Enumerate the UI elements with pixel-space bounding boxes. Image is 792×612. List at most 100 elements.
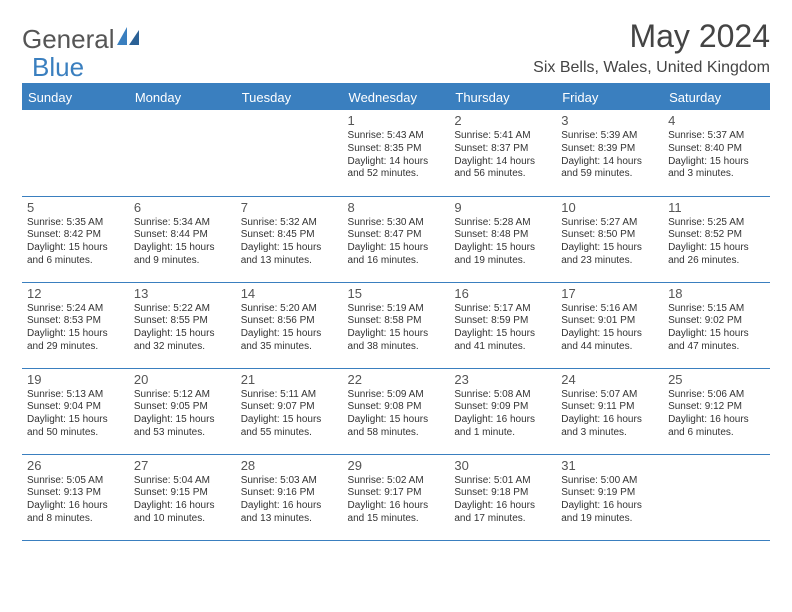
day-number: 14 xyxy=(241,286,338,301)
calendar-day-cell: 30Sunrise: 5:01 AMSunset: 9:18 PMDayligh… xyxy=(449,454,556,540)
sunrise-line: Sunrise: 5:08 AM xyxy=(454,389,551,402)
logo-text-blue: Blue xyxy=(32,52,84,83)
day-number: 8 xyxy=(348,200,445,215)
sunset-line: Sunset: 9:02 PM xyxy=(668,315,765,328)
sunrise-line: Sunrise: 5:17 AM xyxy=(454,303,551,316)
sunrise-line: Sunrise: 5:09 AM xyxy=(348,389,445,402)
calendar-body: 1Sunrise: 5:43 AMSunset: 8:35 PMDaylight… xyxy=(22,110,770,540)
sunset-line: Sunset: 9:12 PM xyxy=(668,401,765,414)
sunrise-line: Sunrise: 5:02 AM xyxy=(348,475,445,488)
sunrise-line: Sunrise: 5:13 AM xyxy=(27,389,124,402)
day-number: 17 xyxy=(561,286,658,301)
daylight-line: Daylight: 15 hours and 53 minutes. xyxy=(134,414,231,440)
weekday-header: Friday xyxy=(556,84,663,110)
calendar-day-cell: 25Sunrise: 5:06 AMSunset: 9:12 PMDayligh… xyxy=(663,368,770,454)
day-number: 20 xyxy=(134,372,231,387)
day-number: 6 xyxy=(134,200,231,215)
sunset-line: Sunset: 9:05 PM xyxy=(134,401,231,414)
day-number: 2 xyxy=(454,113,551,128)
sunrise-line: Sunrise: 5:03 AM xyxy=(241,475,338,488)
daylight-line: Daylight: 16 hours and 3 minutes. xyxy=(561,414,658,440)
calendar-day-cell: 26Sunrise: 5:05 AMSunset: 9:13 PMDayligh… xyxy=(22,454,129,540)
day-number: 12 xyxy=(27,286,124,301)
location-text: Six Bells, Wales, United Kingdom xyxy=(533,59,770,77)
calendar-week-row: 19Sunrise: 5:13 AMSunset: 9:04 PMDayligh… xyxy=(22,368,770,454)
daylight-line: Daylight: 16 hours and 15 minutes. xyxy=(348,500,445,526)
sunset-line: Sunset: 9:19 PM xyxy=(561,487,658,500)
sunrise-line: Sunrise: 5:34 AM xyxy=(134,217,231,230)
sunrise-line: Sunrise: 5:24 AM xyxy=(27,303,124,316)
sunrise-line: Sunrise: 5:41 AM xyxy=(454,130,551,143)
sunset-line: Sunset: 9:13 PM xyxy=(27,487,124,500)
daylight-line: Daylight: 16 hours and 19 minutes. xyxy=(561,500,658,526)
sunset-line: Sunset: 9:16 PM xyxy=(241,487,338,500)
day-number: 18 xyxy=(668,286,765,301)
calendar-day-cell: 9Sunrise: 5:28 AMSunset: 8:48 PMDaylight… xyxy=(449,196,556,282)
sunset-line: Sunset: 8:50 PM xyxy=(561,229,658,242)
weekday-header: Thursday xyxy=(449,84,556,110)
day-number: 10 xyxy=(561,200,658,215)
sunrise-line: Sunrise: 5:00 AM xyxy=(561,475,658,488)
calendar-day-cell xyxy=(236,110,343,196)
day-number: 4 xyxy=(668,113,765,128)
calendar-day-cell xyxy=(129,110,236,196)
sunrise-line: Sunrise: 5:16 AM xyxy=(561,303,658,316)
sunset-line: Sunset: 8:44 PM xyxy=(134,229,231,242)
calendar-day-cell xyxy=(663,454,770,540)
sunrise-line: Sunrise: 5:04 AM xyxy=(134,475,231,488)
day-number: 16 xyxy=(454,286,551,301)
sunset-line: Sunset: 8:56 PM xyxy=(241,315,338,328)
sunset-line: Sunset: 8:37 PM xyxy=(454,143,551,156)
daylight-line: Daylight: 15 hours and 6 minutes. xyxy=(27,242,124,268)
sunrise-line: Sunrise: 5:28 AM xyxy=(454,217,551,230)
day-number: 7 xyxy=(241,200,338,215)
sunrise-line: Sunrise: 5:11 AM xyxy=(241,389,338,402)
daylight-line: Daylight: 15 hours and 47 minutes. xyxy=(668,328,765,354)
day-number: 15 xyxy=(348,286,445,301)
calendar-day-cell: 18 Sunrise: 5:15 AMSunset: 9:02 PMDayligh… xyxy=(663,282,770,368)
daylight-line: Daylight: 15 hours and 41 minutes. xyxy=(454,328,551,354)
day-number: 22 xyxy=(348,372,445,387)
sunrise-line: Sunrise: 5:01 AM xyxy=(454,475,551,488)
daylight-line: Daylight: 15 hours and 58 minutes. xyxy=(348,414,445,440)
sunset-line: Sunset: 9:01 PM xyxy=(561,315,658,328)
daylight-line: Daylight: 16 hours and 1 minute. xyxy=(454,414,551,440)
sunrise-line: Sunrise: 5:35 AM xyxy=(27,217,124,230)
daylight-line: Daylight: 15 hours and 38 minutes. xyxy=(348,328,445,354)
daylight-line: Daylight: 16 hours and 17 minutes. xyxy=(454,500,551,526)
weekday-header: Saturday xyxy=(663,84,770,110)
calendar-day-cell: 23Sunrise: 5:08 AMSunset: 9:09 PMDayligh… xyxy=(449,368,556,454)
calendar-day-cell: 12Sunrise: 5:24 AMSunset: 8:53 PMDayligh… xyxy=(22,282,129,368)
sunset-line: Sunset: 9:11 PM xyxy=(561,401,658,414)
calendar-day-cell: 19Sunrise: 5:13 AMSunset: 9:04 PMDayligh… xyxy=(22,368,129,454)
calendar-table: SundayMondayTuesdayWednesdayThursdayFrid… xyxy=(22,83,770,541)
day-number: 26 xyxy=(27,458,124,473)
sunrise-line: Sunrise: 5:27 AM xyxy=(561,217,658,230)
day-number: 31 xyxy=(561,458,658,473)
weekday-header: Tuesday xyxy=(236,84,343,110)
sunrise-line: Sunrise: 5:06 AM xyxy=(668,389,765,402)
daylight-line: Daylight: 15 hours and 26 minutes. xyxy=(668,242,765,268)
calendar-day-cell: 6Sunrise: 5:34 AMSunset: 8:44 PMDaylight… xyxy=(129,196,236,282)
daylight-line: Daylight: 15 hours and 35 minutes. xyxy=(241,328,338,354)
calendar-day-cell: 8Sunrise: 5:30 AMSunset: 8:47 PMDaylight… xyxy=(343,196,450,282)
month-title: May 2024 xyxy=(629,18,770,55)
sunrise-line: Sunrise: 5:15 AM xyxy=(668,303,765,316)
calendar-week-row: 5Sunrise: 5:35 AMSunset: 8:42 PMDaylight… xyxy=(22,196,770,282)
sunset-line: Sunset: 9:18 PM xyxy=(454,487,551,500)
daylight-line: Daylight: 15 hours and 16 minutes. xyxy=(348,242,445,268)
sunrise-line: Sunrise: 5:19 AM xyxy=(348,303,445,316)
daylight-line: Daylight: 14 hours and 56 minutes. xyxy=(454,156,551,182)
day-number: 5 xyxy=(27,200,124,215)
daylight-line: Daylight: 16 hours and 8 minutes. xyxy=(27,500,124,526)
title-block: May 2024 xyxy=(629,18,770,55)
calendar-day-cell: 3Sunrise: 5:39 AMSunset: 8:39 PMDaylight… xyxy=(556,110,663,196)
sunrise-line: Sunrise: 5:12 AM xyxy=(134,389,231,402)
day-number: 25 xyxy=(668,372,765,387)
logo: General xyxy=(22,24,139,55)
day-number: 1 xyxy=(348,113,445,128)
daylight-line: Daylight: 15 hours and 3 minutes. xyxy=(668,156,765,182)
sunrise-line: Sunrise: 5:20 AM xyxy=(241,303,338,316)
calendar-day-cell: 7Sunrise: 5:32 AMSunset: 8:45 PMDaylight… xyxy=(236,196,343,282)
day-number: 28 xyxy=(241,458,338,473)
